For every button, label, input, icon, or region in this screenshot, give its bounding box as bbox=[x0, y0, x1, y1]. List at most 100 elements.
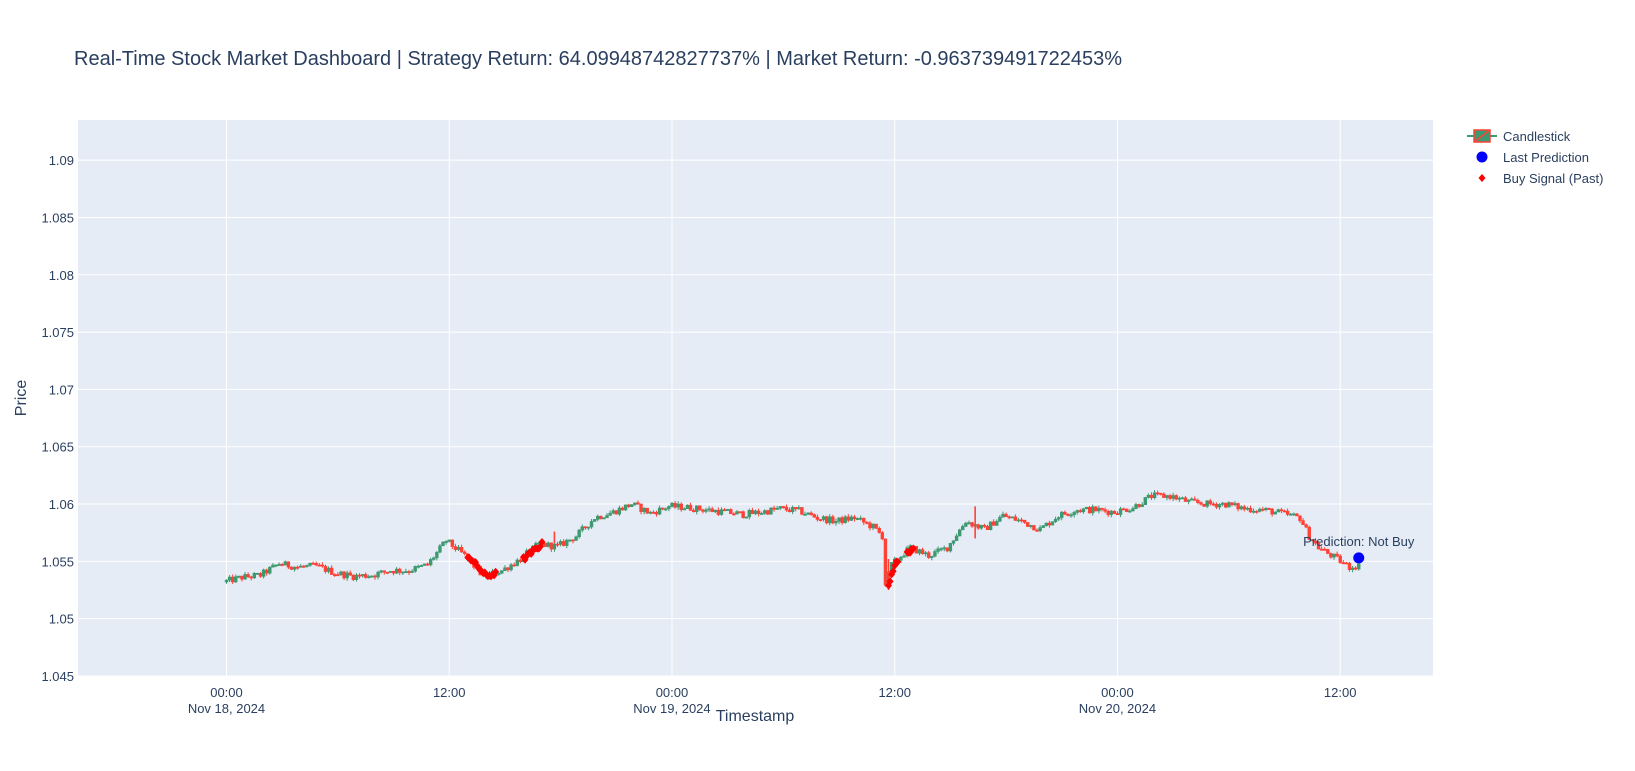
candle-body bbox=[243, 574, 247, 580]
candle-body bbox=[1248, 507, 1253, 513]
prediction-label: Prediction: Not Buy bbox=[1303, 534, 1415, 549]
candle-body bbox=[927, 552, 931, 558]
candle-body bbox=[546, 542, 550, 547]
candle-body bbox=[614, 510, 618, 515]
candle-body bbox=[289, 566, 294, 570]
candle-body bbox=[1044, 522, 1048, 527]
legend[interactable]: Candlestick Last Prediction Buy Signal (Pa… bbox=[1467, 129, 1603, 186]
candles[interactable] bbox=[224, 490, 1361, 591]
candle-body bbox=[1316, 542, 1321, 550]
candle-body bbox=[512, 564, 516, 567]
candle-body bbox=[651, 511, 656, 514]
candle-body bbox=[732, 513, 736, 516]
candle-body bbox=[1149, 494, 1154, 499]
candle-body bbox=[432, 557, 436, 560]
candle-body bbox=[821, 516, 826, 520]
candle-body bbox=[1335, 553, 1339, 557]
candle-body bbox=[722, 509, 727, 512]
candle-body bbox=[648, 511, 653, 514]
candle-body bbox=[837, 517, 841, 522]
candle-body bbox=[459, 546, 464, 553]
candle-body bbox=[385, 571, 390, 574]
candle-body bbox=[809, 512, 813, 515]
legend-label: Candlestick bbox=[1503, 129, 1571, 144]
legend-diamond-swatch bbox=[1478, 174, 1486, 182]
candle-body bbox=[800, 507, 804, 515]
candle-body bbox=[654, 511, 659, 515]
candle-body bbox=[422, 563, 427, 566]
candle-body bbox=[1069, 514, 1073, 517]
candle-body bbox=[583, 526, 588, 529]
candle-body bbox=[1053, 518, 1058, 522]
candle-body bbox=[1094, 506, 1098, 512]
candle-body bbox=[846, 516, 851, 521]
candle-body bbox=[1066, 513, 1070, 516]
candle-body bbox=[1224, 502, 1228, 508]
candle-body bbox=[388, 570, 393, 573]
legend-item[interactable]: Last Prediction bbox=[1476, 150, 1590, 165]
candle-body bbox=[874, 523, 878, 529]
candle-body bbox=[747, 510, 752, 518]
candle-body bbox=[1323, 548, 1327, 551]
candle-body bbox=[858, 517, 863, 520]
candle-body bbox=[1168, 495, 1172, 499]
candle-body bbox=[1072, 512, 1076, 516]
candle-body bbox=[1199, 502, 1203, 505]
candle-body bbox=[1115, 513, 1120, 516]
candle-body bbox=[664, 508, 668, 511]
legend-candle-diagonal bbox=[1473, 129, 1491, 143]
candle-body bbox=[1273, 511, 1277, 515]
legend-item[interactable]: Buy Signal (Past) bbox=[1478, 171, 1604, 186]
candle-body bbox=[286, 561, 291, 568]
candle-body bbox=[568, 539, 572, 542]
candle-body bbox=[815, 516, 820, 520]
candle-body bbox=[964, 522, 968, 527]
candle-body bbox=[1254, 510, 1259, 513]
legend-item[interactable]: Candlestick bbox=[1467, 129, 1571, 144]
candle-body bbox=[258, 573, 263, 577]
buy-signal-markers[interactable] bbox=[464, 538, 917, 590]
candle-body bbox=[329, 567, 334, 575]
candle-body bbox=[880, 532, 885, 540]
candle-body bbox=[237, 575, 241, 578]
candle-body bbox=[673, 503, 677, 508]
candle-body bbox=[1032, 525, 1036, 531]
plot-area[interactable] bbox=[78, 120, 1433, 676]
candle-body bbox=[379, 570, 383, 573]
candle-body bbox=[778, 506, 782, 509]
candle-body bbox=[1326, 549, 1330, 554]
candle-body bbox=[599, 515, 603, 520]
candle-body bbox=[1143, 497, 1147, 505]
candle-body bbox=[1131, 508, 1135, 512]
x-tick-date: Nov 18, 2024 bbox=[188, 701, 265, 716]
candle-body bbox=[1004, 513, 1008, 517]
candle-body bbox=[1078, 510, 1083, 513]
candle-body bbox=[1338, 555, 1342, 563]
candle-body bbox=[317, 564, 322, 567]
candle-body bbox=[345, 572, 349, 579]
candle-body bbox=[753, 510, 758, 515]
candle-body bbox=[1357, 563, 1361, 570]
last-prediction[interactable]: Prediction: Not Buy bbox=[1303, 534, 1415, 564]
candle-body bbox=[1298, 515, 1302, 521]
candle-body bbox=[224, 579, 229, 583]
candle-body bbox=[1121, 508, 1126, 511]
candle-body bbox=[1310, 539, 1315, 542]
candle-body bbox=[1217, 504, 1222, 508]
candle-body bbox=[227, 576, 232, 581]
candle-body bbox=[729, 509, 733, 514]
candle-body bbox=[843, 516, 847, 523]
candle-body bbox=[784, 506, 789, 511]
candle-body bbox=[1279, 509, 1284, 512]
candle-body bbox=[1081, 508, 1086, 513]
candle-body bbox=[1171, 495, 1175, 499]
y-axis-title: Price bbox=[13, 380, 30, 417]
candle-body bbox=[691, 510, 696, 512]
candle-body bbox=[759, 513, 764, 515]
candle-body bbox=[314, 563, 318, 566]
candle-body bbox=[543, 542, 547, 547]
candle-body bbox=[1134, 504, 1138, 509]
candle-body bbox=[1001, 513, 1005, 518]
candle-body bbox=[605, 515, 609, 519]
